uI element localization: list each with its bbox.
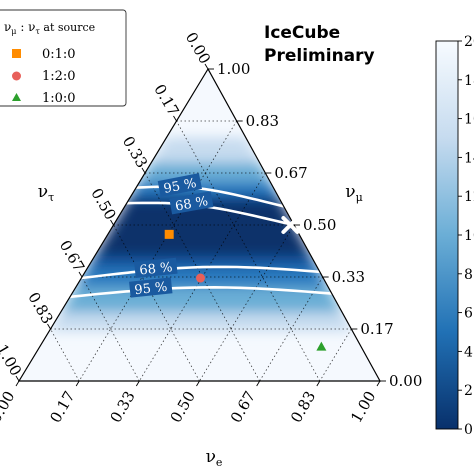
colorbar-tick-label: 20: [464, 34, 474, 50]
tick-label-nu-e: 0.17: [46, 388, 78, 426]
grid-line: [138, 172, 266, 381]
icecube-label: IceCube: [264, 23, 340, 43]
tick-label-nu-mu: 0.33: [332, 268, 365, 286]
contour-label: 68 %: [139, 260, 173, 278]
tick-label-nu-tau: 1.00: [0, 341, 25, 379]
grid-line: [113, 224, 200, 381]
tick-mark-bottom: [316, 380, 321, 387]
grid-line: [176, 120, 321, 381]
tick-mark-bottom: [15, 380, 20, 387]
tick-mark-bottom: [376, 380, 381, 387]
colorbar-bar: [435, 40, 459, 430]
tick-label-nu-mu: 0.67: [274, 164, 307, 182]
heatmap-band-strip: [94, 200, 312, 257]
likelihood-heatmap: [19, 69, 380, 381]
tick-label-nu-e: 0.33: [107, 388, 139, 426]
tick-mark-left: [141, 167, 146, 174]
colorbar: 0 2 4 6 8 10 12 14 16 18 20: [435, 34, 474, 438]
contour-label-bg: [157, 173, 202, 197]
tick-label-nu-mu: 0.17: [360, 320, 393, 338]
axis-label-nu-e: νe: [206, 447, 223, 469]
contour-line: [69, 285, 332, 299]
colorbar-ticks: 0 2 4 6 8 10 12 14 16 18 20: [458, 34, 474, 438]
tick-label-nu-e: 0.67: [227, 388, 259, 426]
colorbar-tick-label: 4: [464, 344, 473, 360]
preliminary-label: Preliminary: [264, 46, 375, 66]
contour-label-bg: [129, 277, 173, 298]
legend-marker-square: [12, 49, 21, 58]
marker-triangle-1-0-0: [316, 341, 327, 351]
colorbar-tick-label: 18: [464, 73, 474, 89]
tick-mark-left: [78, 271, 83, 278]
tick-label-nu-mu: 1.00: [217, 60, 250, 78]
legend-entry-1-2-0: 1:2:0: [42, 69, 76, 84]
marker-square-0-1-0: [164, 229, 174, 239]
axis-label-nu-mu: νμ: [345, 182, 363, 204]
contour-label-bg: [169, 191, 214, 215]
colorbar-tick-label: 2: [464, 383, 473, 399]
best-fit-marker: [281, 216, 300, 234]
colorbar-tick-label: 6: [464, 306, 473, 322]
axis-label-nu-tau: ντ: [38, 182, 54, 204]
legend-marker-circle: [12, 71, 21, 81]
tick-label-nu-tau: 0.17: [150, 81, 182, 119]
source-markers: [164, 216, 327, 351]
tick-label-nu-mu: 0.00: [389, 372, 422, 390]
tick-label-nu-tau: 0.50: [87, 185, 119, 223]
tick-mark-bottom: [135, 380, 140, 387]
tick-mark-bottom: [256, 380, 261, 387]
colorbar-tick-label: 0: [464, 422, 473, 438]
legend-title: νμ : ντ at source: [4, 20, 95, 36]
legend-entry-1-0-0: 1:0:0: [42, 91, 76, 106]
colorbar-tick-label: 8: [464, 267, 473, 283]
tick-mark-left: [47, 323, 51, 330]
tick-mark-left: [110, 219, 114, 226]
grid-line: [50, 328, 80, 381]
legend-box: [0, 9, 127, 107]
tick-label-nu-e: 1.00: [347, 388, 379, 426]
ternary-grid: [50, 120, 352, 381]
legend-marker-triangle: [12, 93, 21, 101]
contour-label: 95 %: [134, 280, 168, 298]
colorbar-tick-label: 10: [464, 228, 474, 244]
tick-mark-left: [15, 375, 20, 382]
contour-label: 95 %: [162, 176, 197, 197]
confidence-contours: 95 %68 %68 %95 %: [69, 173, 332, 299]
contour-label: 68 %: [174, 194, 209, 215]
colorbar-tick-label: 14: [464, 150, 474, 166]
contour-line: [81, 265, 320, 280]
tick-mark-bottom: [196, 380, 200, 387]
tick-label-nu-mu: 0.83: [246, 112, 279, 130]
contour-label-bg: [134, 257, 178, 279]
tick-label-nu-tau: 0.33: [119, 133, 151, 171]
tick-mark-left: [173, 115, 177, 122]
legend-entry-0-1-0: 0:1:0: [42, 47, 76, 62]
legend: νμ : ντ at source 0:1:0 1:2:0 1:0:0: [0, 9, 127, 107]
tick-label-nu-e: 0.00: [0, 388, 18, 426]
tick-label-nu-e: 0.50: [167, 388, 199, 426]
tick-label-nu-tau: 0.00: [182, 29, 214, 67]
tick-label-nu-tau: 0.67: [56, 237, 88, 275]
colorbar-tick-label: 16: [464, 112, 474, 128]
tick-label-nu-tau: 0.83: [24, 289, 56, 327]
grid-line: [259, 276, 324, 381]
marker-circle-1-2-0: [196, 273, 205, 283]
tick-label-nu-mu: 0.50: [303, 216, 336, 234]
tick-mark-left: [204, 63, 209, 70]
colorbar-tick-label: 12: [464, 189, 474, 205]
grid-line: [78, 120, 238, 381]
tick-mark-bottom: [75, 380, 80, 387]
tick-label-nu-e: 0.83: [287, 388, 319, 426]
